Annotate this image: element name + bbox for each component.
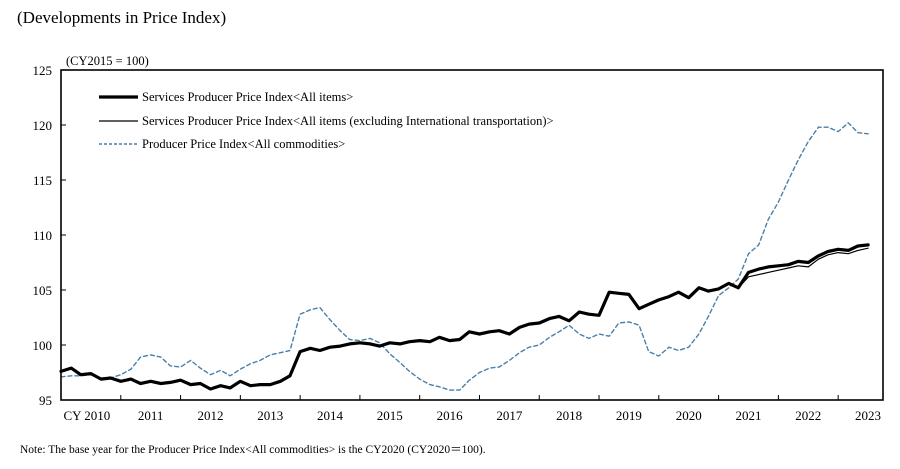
x-tick-label: 2019 — [616, 408, 642, 423]
y-tick-label: 110 — [33, 228, 52, 243]
y-tick-label: 95 — [39, 393, 52, 408]
x-tick-label: 2011 — [138, 408, 164, 423]
series-line-0 — [59, 243, 870, 391]
x-tick-label: 2017 — [496, 408, 523, 423]
x-tick-label: 2020 — [676, 408, 702, 423]
x-tick-label: 2022 — [795, 408, 821, 423]
plot-frame — [60, 69, 884, 401]
y-tick-label: 120 — [33, 118, 53, 133]
x-tick-label: 2013 — [257, 408, 283, 423]
x-tick-label: 2018 — [556, 408, 582, 423]
series-line-2 — [60, 122, 869, 391]
series-halo-1 — [61, 248, 868, 389]
chart-title: (Developments in Price Index) — [17, 8, 227, 27]
y-tick-label: 105 — [33, 283, 53, 298]
x-tick-label: 2021 — [735, 408, 761, 423]
series-line-1 — [60, 247, 869, 390]
x-tick-label: CY 2010 — [63, 408, 110, 423]
legend-label-1: Services Producer Price Index<All items … — [142, 114, 554, 128]
y-tick-label: 115 — [33, 173, 52, 188]
x-tick-label: 2012 — [197, 408, 223, 423]
legend-label-0: Services Producer Price Index<All items> — [142, 90, 353, 104]
unit-label: (CY2015 = 100) — [66, 54, 149, 68]
x-tick-label: 2015 — [377, 408, 403, 423]
series-layer — [59, 122, 870, 391]
axes: 95 100 105 110 115 120 125 CY 2010 2011 2012 2013 2… — [33, 63, 882, 423]
footnote: Note: The base year for the Producer Pri… — [20, 444, 486, 456]
y-tick-label: 100 — [33, 338, 53, 353]
x-tick-label: 2023 — [855, 408, 881, 423]
y-tick-label: 125 — [33, 63, 53, 78]
x-tick-label: 2016 — [437, 408, 464, 423]
x-tick-label: 2014 — [317, 408, 344, 423]
legend-label-2: Producer Price Index<All commodities> — [142, 137, 345, 151]
legend: Services Producer Price Index<All items>… — [99, 90, 554, 151]
